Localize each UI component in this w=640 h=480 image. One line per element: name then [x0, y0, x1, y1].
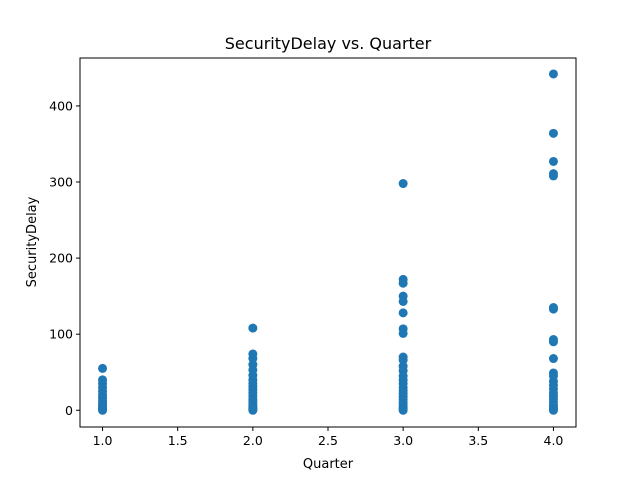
data-point [548, 156, 558, 166]
data-point [398, 328, 408, 338]
x-tick-label: 4.0 [544, 433, 564, 448]
data-point [98, 405, 108, 415]
chart-title: SecurityDelay vs. Quarter [225, 34, 432, 53]
y-axis: 0 100 200 300 400 [49, 98, 80, 418]
data-point [398, 179, 408, 189]
data-point [398, 278, 408, 288]
data-point [398, 296, 408, 306]
data-point [548, 171, 558, 181]
data-point [248, 323, 258, 333]
x-axis: 1.0 1.5 2.0 2.5 3.0 3.5 4.0 [93, 427, 564, 448]
data-point [548, 69, 558, 79]
data-point [548, 354, 558, 364]
data-point [548, 405, 558, 415]
data-point [398, 405, 408, 415]
plot-area [98, 69, 558, 415]
data-point [548, 304, 558, 314]
data-point [248, 405, 258, 415]
x-tick-label: 3.0 [393, 433, 413, 448]
y-tick-label: 0 [65, 403, 73, 418]
x-tick-label: 3.5 [468, 433, 488, 448]
x-tick-label: 1.5 [168, 433, 188, 448]
data-point [98, 363, 108, 373]
y-tick-label: 400 [49, 98, 73, 113]
data-point [548, 128, 558, 138]
data-point [548, 337, 558, 347]
y-tick-label: 100 [49, 327, 73, 342]
x-tick-label: 2.5 [318, 433, 338, 448]
y-tick-label: 300 [49, 175, 73, 190]
x-tick-label: 2.0 [243, 433, 263, 448]
x-tick-label: 1.0 [93, 433, 113, 448]
y-axis-label: SecurityDelay [25, 196, 40, 287]
x-axis-label: Quarter [303, 457, 354, 472]
y-tick-label: 200 [49, 251, 73, 266]
data-point [398, 308, 408, 318]
